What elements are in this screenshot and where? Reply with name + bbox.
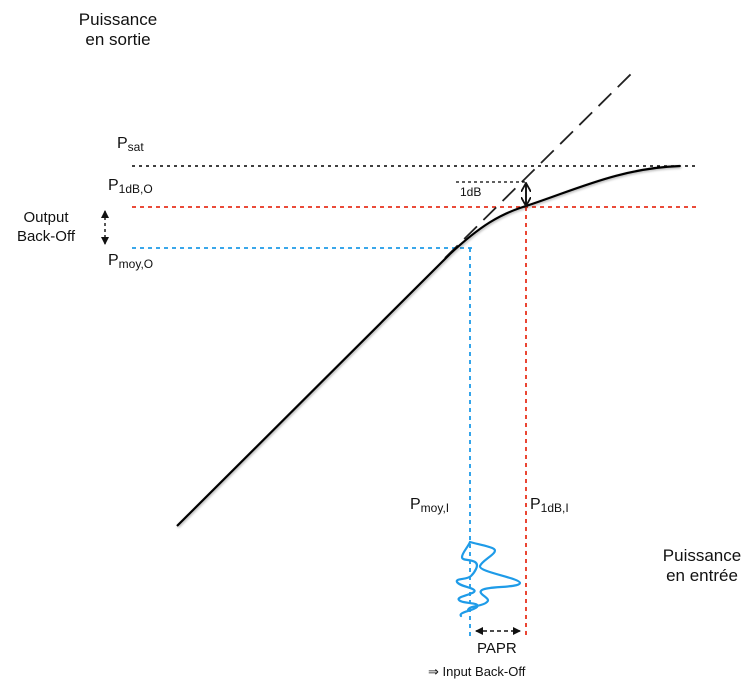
- p1db-input-sub: 1dB,I: [540, 501, 569, 515]
- output-backoff-label: Output Back-Off: [6, 208, 86, 246]
- pmoy-input-main: P: [410, 496, 421, 513]
- transfer-curve: [176, 164, 681, 527]
- input-backoff-label: ⇒ Input Back-Off: [428, 664, 526, 679]
- y-axis-label-line1: Puissance: [78, 10, 158, 29]
- p1db-input-main: P: [530, 496, 541, 513]
- p1db-output-main: P: [108, 177, 119, 194]
- x-axis-label-line2: en entrée: [666, 566, 738, 585]
- p1db-input-label: P1dB,I: [530, 496, 569, 515]
- pmoy-output-label: Pmoy,O: [108, 252, 154, 271]
- pmoy-input-label: Pmoy,I: [410, 496, 450, 515]
- y-axis-label-line2: en sortie: [85, 30, 151, 49]
- pmoy-output-main: P: [108, 252, 119, 269]
- linear-asymptote: [444, 69, 636, 259]
- input-signal-waveform: [455, 540, 522, 618]
- x-axis-label-line1: Puissance: [662, 546, 742, 565]
- p1db-output-label: P1dB,O: [108, 177, 153, 196]
- output-backoff-line2: Back-Off: [16, 228, 76, 245]
- output-backoff-line1: Output: [23, 209, 69, 226]
- psat-main: P: [117, 135, 128, 152]
- pmoy-input-sub: moy,I: [420, 501, 450, 515]
- papr-label: PAPR: [477, 640, 517, 657]
- p1db-output-sub: 1dB,O: [118, 182, 153, 196]
- y-axis-label: Puissance en sortie: [60, 10, 176, 50]
- pmoy-output-sub: moy,O: [118, 257, 154, 271]
- psat-sub: sat: [127, 140, 144, 154]
- compression-1db-label: 1dB: [460, 185, 482, 199]
- x-axis-label: Puissance en entrée: [650, 546, 754, 586]
- psat-label: Psat: [117, 135, 144, 154]
